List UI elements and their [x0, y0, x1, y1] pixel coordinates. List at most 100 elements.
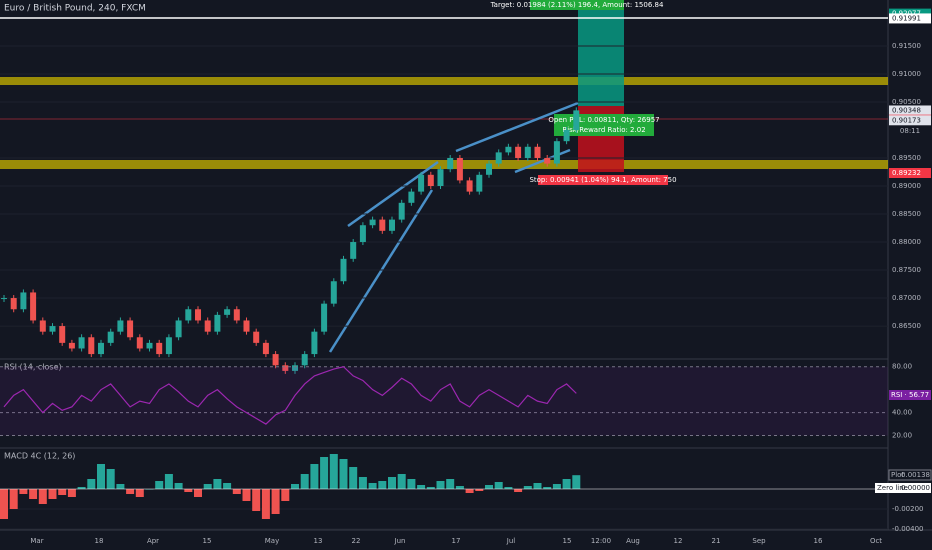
macd-bar [358, 477, 367, 489]
candle [311, 331, 318, 355]
x-tick-label: Oct [870, 537, 882, 545]
candle [117, 320, 124, 332]
y-tick-label: 0.90500 [892, 98, 921, 106]
zero-value: 0.00000 [901, 484, 930, 492]
candle [563, 129, 570, 142]
trend-line [347, 160, 439, 228]
resistance-zone [0, 77, 888, 85]
candle [10, 298, 17, 310]
candle [330, 281, 337, 304]
macd-bar [67, 489, 76, 497]
candle [243, 320, 250, 332]
macd-bar [378, 481, 387, 489]
y-tick-label: 0.89500 [892, 154, 921, 162]
macd-bar [232, 489, 241, 494]
candle [437, 169, 444, 187]
candle [515, 146, 522, 158]
price-badge-label: 0.89232 [892, 169, 921, 177]
x-tick-label: Aug [626, 537, 640, 545]
candle [224, 309, 231, 315]
candle [321, 303, 328, 332]
macd-bar [426, 487, 435, 489]
macd-bar [320, 457, 329, 489]
y-tick-label: 0.87000 [892, 294, 921, 302]
rsi-value: RSI · 56.77 [891, 391, 929, 399]
rsi-band [0, 366, 888, 436]
candle [495, 152, 502, 164]
trend-line [514, 148, 571, 174]
macd-bar [261, 489, 270, 519]
target-zone [578, 0, 624, 106]
macd-bar [562, 479, 571, 489]
y-tick-label: 0.88000 [892, 238, 921, 246]
candle [88, 337, 95, 355]
zero-label: Zero line [877, 484, 908, 492]
macd-bar [291, 484, 299, 489]
macd-bar [436, 481, 445, 489]
x-tick-label: 13 [314, 537, 323, 545]
candle [301, 354, 308, 366]
macd-bar [485, 485, 493, 489]
candle [408, 191, 415, 203]
macd-bar [135, 489, 144, 497]
rsi-badge [889, 390, 931, 400]
macd-bar [203, 484, 212, 489]
x-tick-label: 18 [95, 537, 104, 545]
candle [185, 309, 192, 321]
macd-bar [368, 483, 377, 489]
candle [486, 163, 492, 175]
macd-bar [300, 474, 309, 489]
macd-bar [494, 482, 503, 489]
macd-bar [397, 474, 406, 489]
y-tick-label: 0.87500 [892, 266, 921, 274]
candle [544, 157, 551, 164]
y-tick-label: 0.88500 [892, 210, 921, 218]
macd-bar [184, 489, 193, 492]
macd-bar [417, 485, 426, 489]
x-tick-label: 12 [674, 537, 683, 545]
macd-bar [106, 469, 115, 489]
candle [573, 110, 580, 130]
price-badge [889, 13, 931, 24]
candle [272, 354, 279, 366]
candle [476, 174, 483, 192]
price-badge [889, 168, 931, 179]
macd-bar [164, 474, 173, 489]
macd-bar [455, 486, 464, 489]
price-badge-label: 0.91991 [892, 14, 921, 22]
y-tick-label: 40.00 [892, 409, 912, 417]
candle [49, 326, 56, 332]
x-tick-label: Jun [394, 537, 406, 545]
price-badge [889, 105, 931, 116]
macd-bar [126, 489, 135, 494]
y-tick-label: -0.00400 [892, 525, 923, 533]
macd-bar [9, 489, 18, 509]
symbol-title: Euro / British Pound, 240, FXCM [4, 4, 146, 14]
candle [282, 365, 289, 371]
candle [165, 337, 172, 355]
macd-bar [223, 483, 232, 489]
trend-line [455, 101, 579, 153]
price-badge [889, 115, 931, 126]
macd-bar [58, 489, 67, 495]
macd-bar [349, 467, 358, 489]
candle [175, 320, 182, 338]
price-badge-label: 0.90348 [892, 106, 921, 114]
macd-bar [19, 489, 28, 494]
candle [447, 157, 454, 170]
macd-bar [533, 483, 542, 489]
candle [553, 141, 560, 164]
candle [427, 174, 434, 187]
macd-bar [339, 459, 348, 489]
macd-bar [252, 489, 261, 511]
macd-bar [514, 489, 523, 492]
pnl-label: Open P&L: 0.00811, Qty: 26957 [548, 116, 659, 124]
price-badge-label: 0.90173 [892, 116, 921, 124]
stop-label: Stop: 0.00941 (1.04%) 94.1, Amount: 750 [529, 176, 676, 184]
macd-bar [0, 489, 8, 519]
x-tick-label: Mar [30, 537, 43, 545]
macd-bar [504, 487, 513, 489]
x-tick-label: May [265, 537, 279, 545]
